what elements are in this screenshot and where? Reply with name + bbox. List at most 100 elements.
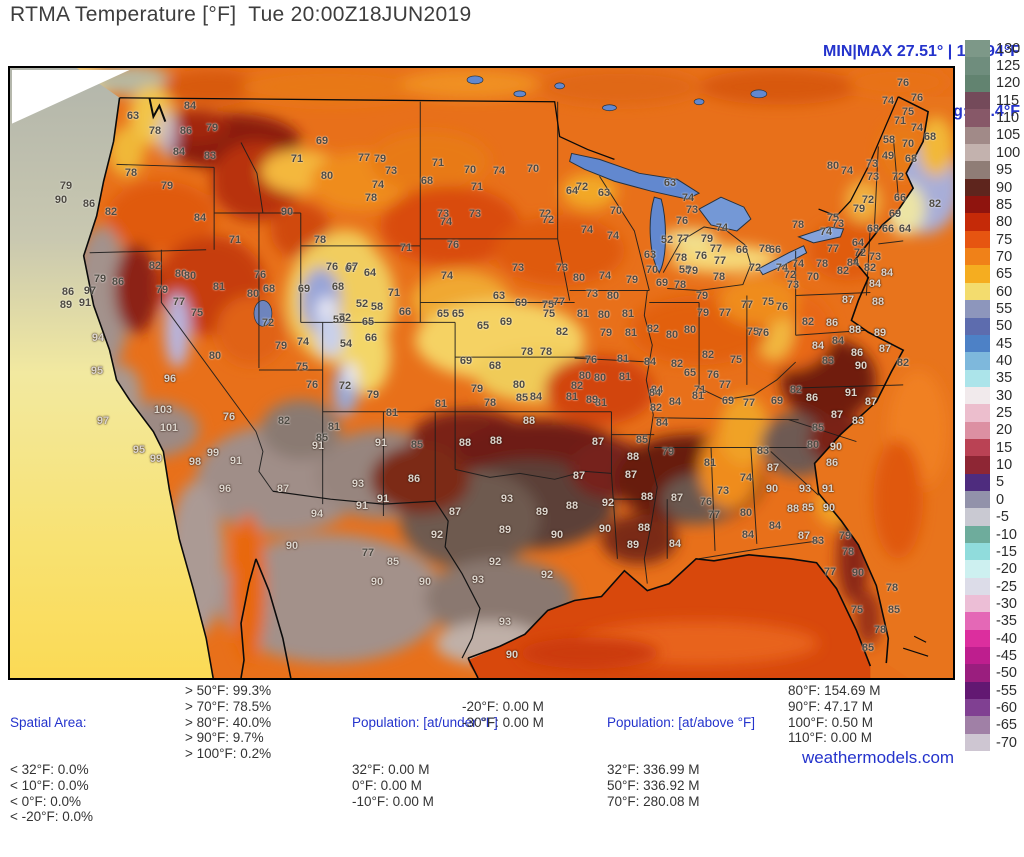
temp-label: 80 xyxy=(665,329,679,341)
temp-label: 85 xyxy=(887,604,901,616)
temp-label: 88 xyxy=(848,324,862,336)
temp-label: 86 xyxy=(82,198,96,210)
colorbar-cell xyxy=(965,265,990,283)
temp-label: 75 xyxy=(295,361,309,373)
temp-label: 68 xyxy=(420,175,434,187)
temp-label: 80 xyxy=(174,268,188,280)
colorbar-tick: -35 xyxy=(996,613,1017,630)
stat-line: 110°F: 0.00 M xyxy=(788,730,872,746)
colorbar-tick: 30 xyxy=(996,387,1013,404)
temp-label: 74 xyxy=(881,95,895,107)
temp-label: 91 xyxy=(229,455,243,467)
temp-label: 78 xyxy=(841,546,855,558)
temp-label: 91 xyxy=(821,483,835,495)
temp-label: 63 xyxy=(126,110,140,122)
temp-label: 79 xyxy=(155,284,169,296)
temp-label: 81 xyxy=(385,407,399,419)
temp-label: 84 xyxy=(811,340,825,352)
temp-label: 77 xyxy=(740,299,754,311)
temp-label: 75 xyxy=(190,307,204,319)
temp-label: 84 xyxy=(183,100,197,112)
watermark-link[interactable]: weathermodels.com xyxy=(801,748,955,767)
temp-label: 82 xyxy=(148,260,162,272)
temp-label: 88 xyxy=(489,435,503,447)
temp-label: 74 xyxy=(580,224,594,236)
temp-label: 75 xyxy=(761,296,775,308)
temp-label: 90 xyxy=(765,483,779,495)
temp-label: 90 xyxy=(505,649,519,661)
colorbar-cell xyxy=(965,282,990,301)
temp-label: 66 xyxy=(893,192,907,204)
colorbar-cell xyxy=(965,560,990,578)
temp-label: 81 xyxy=(618,371,632,383)
temp-label: 77 xyxy=(742,397,756,409)
temp-label: 81 xyxy=(703,457,717,469)
colorbar-cell xyxy=(965,716,990,734)
temp-label: 70 xyxy=(463,164,477,176)
stat-line: 50°F: 336.92 M xyxy=(607,777,700,793)
temp-label: 64 xyxy=(363,267,377,279)
temp-label: 80 xyxy=(512,379,526,391)
temp-label: 84 xyxy=(650,384,664,396)
colorbar-cell xyxy=(965,248,990,266)
temp-label: 89 xyxy=(535,506,549,518)
colorbar-tick: 25 xyxy=(996,405,1013,422)
temp-label: 93 xyxy=(798,483,812,495)
colorbar-tick: 90 xyxy=(996,179,1013,196)
temp-label: 69 xyxy=(297,283,311,295)
projection-wedge xyxy=(11,69,130,124)
temp-label: 71 xyxy=(893,115,907,127)
temp-label: 81 xyxy=(212,281,226,293)
colorbar-cell xyxy=(965,178,990,197)
temp-label: 59 xyxy=(332,314,346,326)
population-above-col1: 32°F: 336.99 M 50°F: 336.92 M 70°F: 280.08… xyxy=(607,762,755,809)
temp-label: 69 xyxy=(459,355,473,367)
temp-label: 82 xyxy=(670,358,684,370)
temp-label: 86 xyxy=(61,286,75,298)
pacific-ocean xyxy=(10,68,214,678)
temp-label: 54 xyxy=(339,338,353,350)
weather-map-page: { "header": { "title": "RTMA Temperature… xyxy=(8,3,1021,825)
temp-label: 81 xyxy=(594,397,608,409)
temp-label: 69 xyxy=(315,135,329,147)
temp-label: 74 xyxy=(439,216,453,228)
colorbar-tick: 0 xyxy=(996,491,1005,508)
temp-label: 68 xyxy=(904,153,918,165)
temp-label: 90 xyxy=(598,523,612,535)
temp-label: 84 xyxy=(529,391,543,403)
temp-label: 74 xyxy=(492,165,506,177)
temp-label: 84 xyxy=(193,212,207,224)
colorbar-cell xyxy=(965,681,990,700)
temp-label: 79 xyxy=(700,233,714,245)
population-above-col2: 80°F: 154.69 M 90°F: 47.17 M 100°F: 0.50 M… xyxy=(788,683,880,746)
temp-label: 74 xyxy=(819,226,833,238)
temp-label: 63 xyxy=(597,187,611,199)
colorbar-cell xyxy=(965,664,990,682)
colorbar-cell xyxy=(965,629,990,648)
temp-label: 71 xyxy=(228,234,242,246)
temp-label: 82 xyxy=(646,323,660,335)
temp-label: 77 xyxy=(361,547,375,559)
temp-label: 79 xyxy=(838,530,852,542)
temp-label: 86 xyxy=(111,276,125,288)
temp-label: 89 xyxy=(585,394,599,406)
temp-label: 80 xyxy=(597,309,611,321)
temp-label: 82 xyxy=(104,206,118,218)
stat-line: -10°F: 0.00 M xyxy=(352,793,434,809)
temp-label: 73 xyxy=(468,208,482,220)
temp-label: 89 xyxy=(873,327,887,339)
temp-label: 71 xyxy=(387,287,401,299)
temp-label: 85 xyxy=(515,392,529,404)
temp-label: 76 xyxy=(706,369,720,381)
temp-label: 52 xyxy=(355,298,369,310)
temp-label: 69 xyxy=(499,316,513,328)
temp-label: 87 xyxy=(841,294,855,306)
colorbar-cell xyxy=(965,542,990,561)
temp-label: 77 xyxy=(826,243,840,255)
temp-label: 87 xyxy=(276,483,290,495)
temp-label: 87 xyxy=(830,409,844,421)
colorbar-tick: -50 xyxy=(996,665,1017,682)
temp-label: 76 xyxy=(446,239,460,251)
colorbar-tick: 120 xyxy=(996,75,1021,92)
temp-label: 92 xyxy=(430,529,444,541)
